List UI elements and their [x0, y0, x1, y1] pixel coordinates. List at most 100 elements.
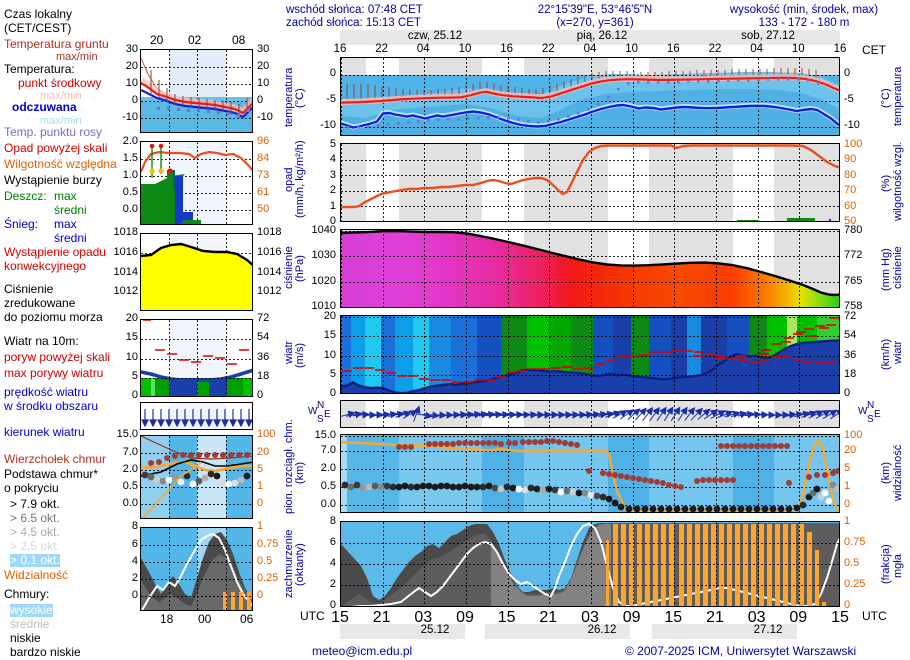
main-day-band-bottom: 25.12 26.12 27.12: [340, 624, 840, 639]
humid-70: 70: [844, 184, 857, 196]
mini-cover-6: 6: [131, 538, 138, 550]
press-765: 765: [844, 275, 863, 287]
wind-20: 20: [323, 310, 336, 322]
legend-okt-79: > 7.9 okt.: [10, 497, 60, 511]
cloud-panel: [340, 434, 840, 513]
mini-temp-tick-m10: -10: [122, 111, 138, 123]
legend-okt-45: > 4.5 okt.: [10, 525, 60, 539]
wind-r-72: 72: [844, 310, 857, 322]
cet-tick-3: 10: [458, 43, 472, 55]
press-758: 758: [844, 300, 863, 312]
press-yunit-right: (mm Hg): [880, 248, 892, 292]
vis-5: 5: [844, 462, 851, 474]
utc-tick-row: 15 21 03 09 15 21 03 09 15 21 03 09 15: [331, 609, 849, 626]
cet-tick-12: 16: [833, 43, 847, 55]
vis-1: 1: [844, 480, 851, 492]
mini-temp-r-30: 30: [257, 43, 270, 55]
day-bottom-2: 26.12: [587, 624, 617, 636]
temp-yunit: (°C): [294, 88, 306, 108]
mini-cloud-70: 7.0: [122, 446, 138, 458]
compass-w-right: W: [858, 406, 868, 417]
temp-yunit-right: (°C): [880, 88, 892, 108]
legend-okt-25: > 2.5 okt.: [10, 539, 60, 553]
mini-cover-panel: [140, 527, 253, 611]
precip-tick-0: 0: [329, 215, 336, 227]
compass-s-right: S: [867, 414, 874, 425]
mini-wind-r-54: 54: [257, 331, 270, 343]
contact-email[interactable]: meteo@icm.edu.pl: [312, 644, 413, 658]
legend-okt-01: > 0.1 okt.: [10, 553, 60, 567]
vis-0: 0: [844, 498, 851, 510]
legend-felt-temp-sub: max/min: [40, 115, 82, 127]
legend-local-time-tz: (CET/CEST): [4, 21, 72, 35]
utc-tick-6: 03: [581, 609, 599, 626]
mini-wind-r-18: 18: [257, 370, 270, 382]
precip-tick-3: 3: [329, 169, 336, 181]
sunset-text: zachód słońca: 15:13 CET: [286, 17, 421, 29]
mini-press-1018: 1018: [113, 226, 138, 238]
legend-okt-65: > 6.5 okt.: [10, 511, 60, 525]
mini-humid-61: 61: [257, 186, 270, 198]
coordinates: 22°15'39"E, 53°46'5"N (x=270, y=361): [500, 4, 690, 30]
precipitation-panel: [340, 143, 840, 222]
legend-rain: Deszcz:: [4, 189, 47, 203]
mini-press-1012: 1012: [113, 285, 138, 297]
mini-press-1014: 1014: [113, 266, 138, 278]
vis-yunit-right: (km): [880, 462, 892, 484]
temp-tick-0: 0: [329, 67, 336, 79]
press-1010: 1010: [311, 300, 336, 312]
mini-btick-00: 00: [198, 612, 212, 626]
legend-gust-over: poryw powyżej skali: [4, 350, 111, 364]
precip-tick-4: 4: [329, 153, 336, 165]
mini-vis-5: 5: [257, 463, 264, 475]
utc-axis-label-right: UTC: [862, 609, 887, 623]
legend-storm: Wystąpienie burzy: [4, 173, 102, 187]
temp-tick-m5: -5: [326, 93, 336, 105]
legend-clouds: Chmury:: [4, 587, 50, 601]
utc-axis-label-left: UTC: [300, 609, 325, 623]
temperature-panel: [340, 57, 840, 136]
cet-tick-7: 10: [625, 43, 638, 55]
mini-precip-panel: [140, 141, 253, 225]
legend-clouds-low: niskie: [10, 631, 41, 645]
mini-tick-20: 20: [150, 33, 164, 47]
utc-tick-1: 21: [372, 609, 391, 626]
temp-r-m5: -5: [844, 93, 854, 105]
day-label-1: czw, 25.12: [407, 30, 463, 42]
legend-temp-mid-sub: max/min: [40, 90, 82, 102]
legend-snow: Śnieg:: [4, 217, 39, 231]
cet-tick-9: 22: [708, 43, 722, 55]
cover-4: 4: [329, 557, 336, 569]
legend-wind10: Wiatr na 10m:: [4, 334, 79, 348]
coords-text: 22°15'39"E, 53°46'5"N: [537, 4, 653, 16]
compass-right: N E S W: [846, 400, 886, 426]
cover-yunit: (oktanty): [294, 543, 306, 587]
legend-pressure-1: Ciśnienie: [4, 282, 54, 296]
wind-yunit-right: (km/h): [880, 338, 892, 370]
mini-cloud-20: 2.0: [122, 463, 138, 475]
utc-tick-3: 09: [456, 609, 474, 626]
precip-yunit: (mm/h, kg/m²/h): [294, 140, 306, 218]
utc-tick-9: 21: [706, 609, 724, 626]
cet-tick-8: 16: [666, 43, 680, 55]
mini-temp-tick-10: 10: [125, 77, 138, 89]
legend-wind-speed-1: prędkość wiatru: [4, 385, 89, 399]
mini-cover-2: 2: [131, 572, 138, 584]
day-label-2: pią, 26.12: [576, 30, 628, 42]
humid-ylabel-right: wilgotność wzgl.: [892, 141, 904, 221]
mini-temp-tick-30: 30: [125, 43, 138, 55]
cet-axis-label-right: CET: [862, 43, 886, 57]
humid-50: 50: [844, 215, 857, 227]
humid-90: 90: [844, 153, 857, 165]
wind-0: 0: [329, 387, 336, 399]
legend-clouds-mid: średnie: [10, 617, 50, 631]
pressure-panel: [340, 229, 840, 308]
cloud-cover-panel: [340, 521, 840, 607]
mini-temperature-panel: [140, 49, 253, 133]
utc-tick-11: 09: [789, 609, 808, 626]
mini-precip-tick-0: 0.0: [122, 203, 138, 215]
mini-humid-73: 73: [257, 169, 270, 181]
legend-rain-max: max: [54, 189, 77, 203]
legend-cloud-top: Wierzchołek chmur: [4, 452, 107, 466]
mini-btick-18: 18: [160, 612, 174, 626]
